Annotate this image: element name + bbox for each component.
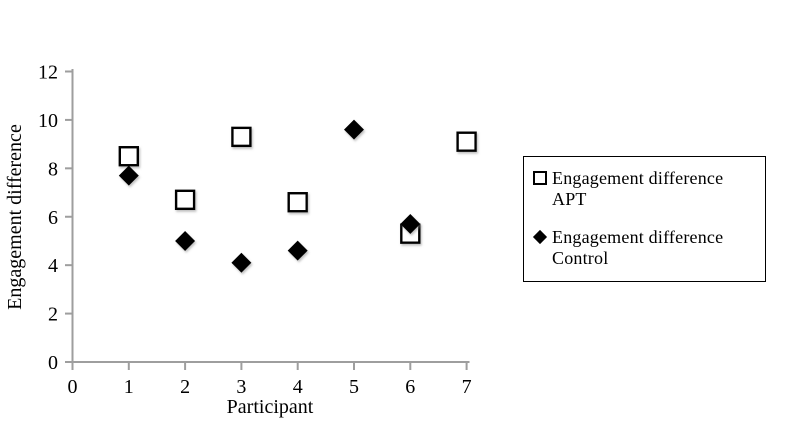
legend: Engagement difference APT Engagement dif… xyxy=(523,156,766,282)
x-tick-label: 3 xyxy=(236,376,246,398)
legend-label-control: Engagement difference Control xyxy=(552,227,724,268)
y-tick-label: 2 xyxy=(48,304,58,326)
y-tick-label: 6 xyxy=(48,207,58,229)
legend-item-apt: Engagement difference APT xyxy=(533,168,759,210)
data-point-apt-p1 xyxy=(118,146,140,167)
x-tick-label: 4 xyxy=(293,376,303,398)
x-axis-title: Participant xyxy=(227,396,314,418)
x-tick-label: 5 xyxy=(349,376,359,398)
data-point-control-p5 xyxy=(344,119,364,140)
x-tick-label: 0 xyxy=(68,376,78,398)
data-point-apt-p7 xyxy=(456,131,477,152)
y-tick-label: 4 xyxy=(48,255,58,277)
legend-label-apt: Engagement difference APT xyxy=(552,168,724,209)
data-point-apt-p2 xyxy=(174,189,196,211)
y-tick-label: 10 xyxy=(38,110,58,132)
y-tick-label: 8 xyxy=(48,158,58,180)
y-tick-label: 12 xyxy=(38,62,58,84)
data-point-control-p6 xyxy=(400,214,421,235)
data-point-control-p1 xyxy=(118,165,139,186)
x-tick-label: 1 xyxy=(124,376,134,398)
x-tick-label: 7 xyxy=(462,376,472,398)
legend-item-control: Engagement difference Control xyxy=(532,227,759,269)
data-point-apt-p3 xyxy=(231,126,252,148)
data-point-control-p2 xyxy=(175,230,196,251)
open-square-marker-icon xyxy=(533,168,552,185)
data-point-control-p4 xyxy=(287,240,308,261)
y-axis-title: Engagement difference xyxy=(4,124,26,310)
data-point-control-p3 xyxy=(231,252,252,273)
filled-diamond-marker-icon xyxy=(532,227,552,245)
y-tick-label: 0 xyxy=(48,352,58,374)
data-point-apt-p4 xyxy=(287,192,308,213)
x-tick-label: 2 xyxy=(180,376,190,398)
x-tick-label: 6 xyxy=(405,376,415,398)
